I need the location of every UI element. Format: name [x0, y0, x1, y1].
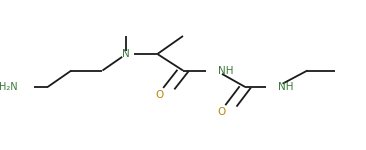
Text: NH: NH [218, 66, 233, 75]
Text: O: O [155, 90, 164, 100]
Text: N: N [122, 49, 130, 59]
Text: H₂N: H₂N [0, 82, 17, 92]
Text: NH: NH [278, 82, 294, 92]
Text: O: O [217, 107, 226, 117]
